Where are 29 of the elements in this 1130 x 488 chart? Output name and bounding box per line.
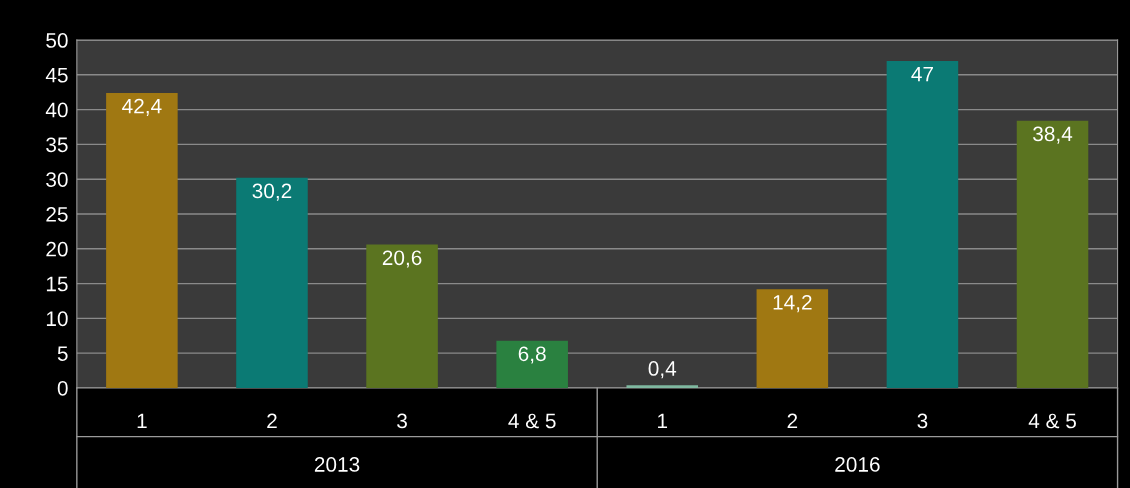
x-tick-label: 3 [397, 413, 407, 429]
y-tick-label: 35 [46, 137, 68, 153]
data-label: 14,2 [773, 294, 812, 313]
x-tick-label: 3 [917, 413, 928, 429]
x-tick-label: 2 [787, 413, 798, 429]
y-tick-label: 0 [57, 380, 68, 396]
x-tick-label: 4 & 5 [1028, 413, 1076, 429]
y-tick-label: 45 [45, 68, 68, 83]
x-tick-label: 1 [137, 413, 147, 429]
x-tick-label: 2 [267, 413, 277, 429]
y-tick-label: 30 [46, 172, 68, 187]
data-label: 42,4 [122, 98, 162, 116]
y-tick-label: 5 [57, 346, 68, 361]
data-label: 20,6 [382, 250, 422, 268]
y-tick-label: 20 [46, 241, 68, 257]
y-tick-label: 15 [46, 276, 68, 292]
text: 2013 [314, 457, 360, 472]
y-tick-label: 25 [46, 206, 68, 222]
y-tick-label: 50 [46, 33, 68, 48]
x-tick-label: 4 & 5 [508, 413, 556, 429]
data-label: 6,8 [518, 346, 546, 364]
y-tick-label: 10 [46, 311, 68, 327]
data-label: 47 [911, 66, 933, 82]
y-tick-label: 40 [45, 102, 68, 118]
data-label: 30,2 [252, 183, 292, 201]
data-label: 38,4 [1033, 126, 1073, 144]
x-tick-label: 1 [658, 413, 668, 429]
text: 2016 [835, 457, 880, 472]
data-label: 0,4 [648, 361, 677, 379]
